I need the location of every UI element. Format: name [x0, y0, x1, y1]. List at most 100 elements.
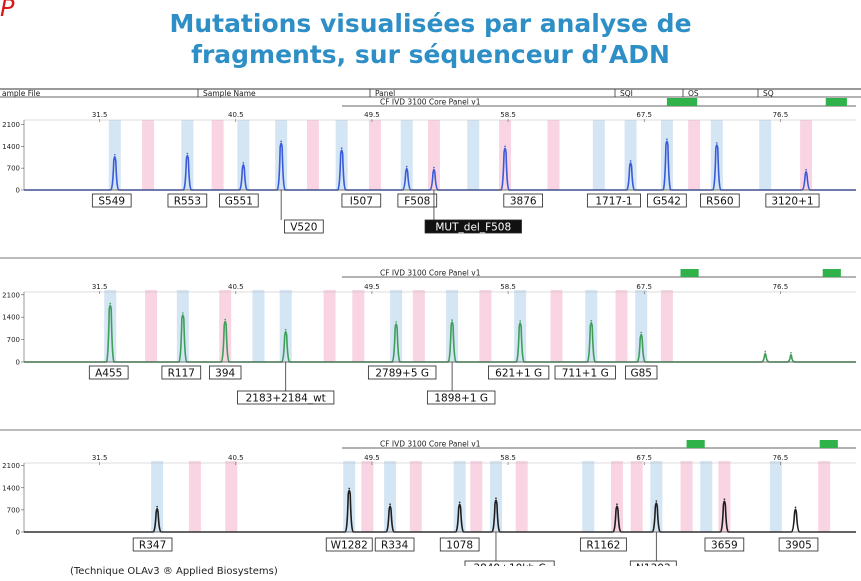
mutation-label-4: I507 [350, 196, 373, 208]
x-tick-label-5: 67.5 [636, 111, 652, 119]
x-tick-label-6: 76.5 [773, 111, 789, 119]
peak-point-1 [109, 302, 112, 305]
x-tick-label-1: 31.5 [92, 283, 108, 291]
peak-point-9 [629, 160, 632, 162]
mutation-label-box-4 [367, 365, 437, 380]
x-tick-label-2: 40.5 [228, 111, 244, 119]
mutation-label-box-1 [91, 193, 132, 208]
y-tick-label-2: 1400 [2, 143, 20, 151]
x-tick-label-4: 58.5 [500, 454, 516, 462]
peak-point-4 [280, 140, 282, 143]
mutation-label-box-7 [778, 537, 819, 552]
x-tick-label-2: 40.5 [228, 454, 244, 462]
mutation-label-2: R117 [168, 368, 195, 380]
x-tick-label-3: 49.5 [364, 454, 380, 462]
peak-point-5 [495, 497, 497, 499]
bin-pink-16 [615, 290, 628, 362]
y-tick-label-2: 1400 [2, 484, 20, 492]
y-tick-label-3: 700 [7, 336, 20, 344]
peak-point-7 [519, 320, 521, 322]
bin-pink-2 [188, 461, 201, 532]
mutation-label-5: R1162 [586, 540, 620, 552]
bin-blue-4 [343, 461, 356, 532]
mutation-label-11: V520 [290, 222, 317, 234]
mutation-label-box-3 [374, 537, 415, 552]
mutation-label-9: 1898+1 G [434, 393, 488, 405]
mutation-label-box-5 [579, 537, 627, 552]
bin-blue-11 [446, 290, 459, 362]
mutation-label-box-3 [219, 193, 259, 208]
bin-pink-10 [412, 290, 425, 362]
bin-pink-21 [800, 120, 813, 190]
bin-blue-5 [237, 120, 250, 190]
x-tick-label-3: 49.5 [364, 283, 380, 291]
mutation-label-box-1 [88, 365, 129, 380]
peak-point-6 [405, 165, 408, 168]
panel-name: CF IVD 3100 Core Panel v1 [380, 98, 481, 107]
x-tick-label-6: 76.5 [773, 283, 789, 291]
status-flag-2 [819, 440, 838, 448]
header-sample-name: Sample Name [203, 89, 256, 98]
bin-blue-10 [400, 120, 413, 190]
mutation-label-box-5 [488, 365, 550, 380]
peak-point-3 [224, 318, 226, 321]
peak-point-3 [389, 503, 391, 505]
corner-letter: P [0, 0, 15, 22]
peak-point-6 [616, 503, 618, 505]
peak-point-2 [348, 487, 351, 490]
chart-panel-1: CF IVD 3100 Core Panel v1 31.5 40.5 49.5 58.… [2, 98, 856, 234]
bin-pink-9 [368, 120, 381, 190]
status-flag-2 [825, 98, 847, 106]
bin-blue-19 [769, 461, 782, 532]
bin-pink-3 [225, 461, 238, 532]
bin-blue-10 [489, 461, 502, 532]
peak-point-6 [451, 319, 453, 321]
bin-pink-7 [323, 290, 336, 362]
x-tick-label-2: 40.5 [228, 283, 244, 291]
peak-point-12 [805, 168, 807, 171]
peak-point-11 [790, 351, 792, 354]
mutation-label-7: 1717-1 [595, 196, 632, 208]
mutation-label-5: 621+1 G [495, 368, 542, 380]
y-tick-label-1: 2100 [2, 462, 20, 470]
bin-blue-3 [176, 290, 189, 362]
bin-blue-17 [660, 120, 673, 190]
header-os: OS [688, 89, 699, 98]
mutation-label-box-2 [167, 193, 208, 208]
y-tick-label-1: 2100 [2, 121, 20, 129]
x-tick-label-3: 49.5 [364, 111, 380, 119]
bin-pink-20 [818, 461, 831, 532]
mutation-label-box-4 [439, 537, 480, 552]
mutation-label-7: 3905 [785, 540, 812, 552]
mutation-label-1: A455 [95, 368, 122, 380]
mutation-label-4: 2789+5 G [375, 368, 429, 380]
bin-blue-16 [624, 120, 637, 190]
x-tick-label-1: 31.5 [92, 454, 108, 462]
y-tick-label-4: 0 [16, 187, 20, 195]
bin-pink-7 [409, 461, 422, 532]
peak-point-1 [156, 505, 158, 508]
bin-blue-15 [592, 120, 605, 190]
sample-header-row: ample File Sample Name Panel SQI OS SQ [0, 88, 861, 98]
mutation-label-box-6 [503, 193, 543, 208]
peak-point-9 [640, 331, 642, 334]
bin-pink-18 [718, 461, 731, 532]
panel-name: CF IVD 3100 Core Panel v1 [380, 269, 481, 278]
mutation-label-box-8 [237, 390, 335, 405]
mutation-label-box-11 [284, 219, 324, 234]
x-tick-label-5: 67.5 [636, 283, 652, 291]
mutation-label-box-7 [586, 193, 641, 208]
peak-point-5 [395, 321, 397, 323]
mutation-label-12: MUT_del_F508 [435, 222, 511, 234]
mutation-label-box-7 [624, 365, 658, 380]
bin-pink-13 [610, 461, 623, 532]
y-tick-label-2: 1400 [2, 314, 20, 322]
header-panel: Panel [375, 89, 395, 98]
peak-point-7 [433, 166, 435, 169]
chart-panel-2: CF IVD 3100 Core Panel v1 31.5 40.5 49.5 58.… [2, 269, 856, 405]
bin-pink-16 [680, 461, 693, 532]
x-tick-label-4: 58.5 [500, 111, 516, 119]
signal-trace [24, 304, 856, 363]
mutation-label-3: R334 [381, 540, 409, 552]
peak-point-10 [764, 350, 767, 353]
